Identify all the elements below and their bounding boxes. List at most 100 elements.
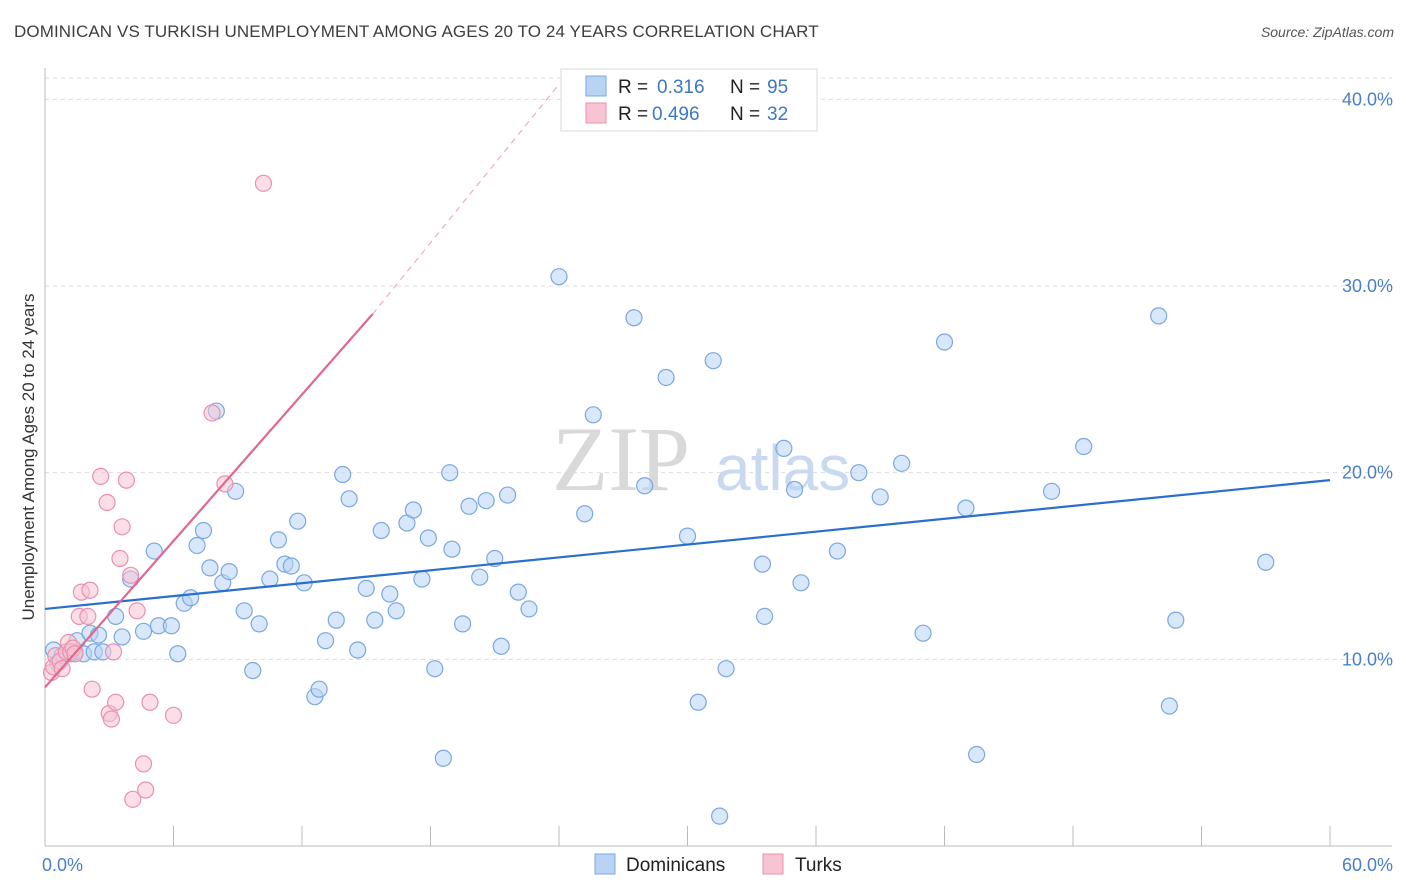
turks-point	[107, 693, 125, 711]
trend-line-dominicans	[44, 479, 1331, 611]
dominicans-point	[162, 617, 180, 635]
legend-box: R = 0.316 N = 95 R = 0.496 N = 32	[560, 68, 818, 132]
x-tick-label: 0.0%	[42, 855, 83, 875]
dominicans-point	[625, 309, 643, 327]
dominicans-point	[850, 464, 868, 482]
dominicans-point	[828, 542, 847, 560]
axes	[44, 68, 1392, 847]
dominicans-point	[1160, 697, 1178, 715]
turks-point	[141, 693, 159, 711]
y-tick-label: 30.0%	[1342, 276, 1393, 296]
turks-point	[113, 518, 131, 536]
dominicans-point	[134, 622, 153, 640]
dominicans-point	[381, 585, 399, 603]
dominicans-point	[1042, 482, 1061, 500]
dominicans-point	[509, 583, 527, 601]
dominicans-point	[1257, 553, 1275, 571]
dominicans-point	[357, 579, 375, 598]
dominicans-point	[711, 807, 729, 825]
dominicans-point	[289, 512, 307, 530]
dominicans-point	[441, 464, 459, 482]
dominicans-point	[250, 615, 268, 633]
dominicans-point	[349, 641, 367, 659]
dominicans-point	[387, 602, 405, 620]
turks-point	[83, 680, 101, 698]
y-tick-labels: 10.0% 20.0% 30.0% 40.0%	[1342, 89, 1393, 669]
turks-point	[203, 404, 221, 422]
dominicans-point	[499, 486, 517, 504]
dominicans-point	[792, 574, 810, 592]
dominicans-point	[755, 607, 774, 626]
source-label: Source: ZipAtlas.com	[1260, 24, 1394, 40]
legend-r-value-dominicans: 0.316	[657, 77, 705, 98]
dominicans-point	[201, 559, 219, 577]
dominicans-point	[893, 454, 911, 472]
dominicans-point	[785, 480, 804, 499]
dominicans-point	[753, 555, 772, 573]
legend-r-value-turks: 0.496	[652, 104, 700, 125]
dominicans-point	[636, 477, 654, 495]
bottom-legend: Dominicans Turks	[594, 853, 842, 876]
dominicans-point	[282, 557, 300, 575]
dominicans-point	[775, 439, 793, 457]
dominicans-point	[550, 268, 568, 286]
legend-r-label-turks: R =	[618, 104, 648, 125]
bottom-legend-swatch-dominicans	[594, 853, 616, 875]
turks-point	[98, 493, 116, 512]
turks-point	[254, 174, 273, 192]
legend-n-label-dominicans: N =	[730, 77, 760, 98]
dominicans-point	[419, 529, 437, 547]
turks-point	[92, 467, 110, 485]
dominicans-point	[235, 602, 253, 620]
dominicans-point	[454, 615, 472, 633]
trend-lines	[44, 84, 1331, 689]
turks-point	[79, 607, 97, 626]
turks-point	[117, 471, 135, 489]
bottom-legend-swatch-turks	[762, 853, 784, 875]
dominicans-point	[340, 490, 358, 508]
dominicans-point	[914, 624, 932, 642]
turks-point	[164, 706, 183, 724]
dominicans-point	[372, 521, 390, 540]
turks-point	[137, 781, 155, 799]
dominicans-point	[89, 626, 108, 644]
legend-n-value-turks: 32	[767, 104, 788, 125]
chart-title: DOMINICAN VS TURKISH UNEMPLOYMENT AMONG …	[14, 22, 819, 41]
dominicans-point	[413, 570, 431, 588]
dominicans-point	[310, 680, 328, 698]
dominicans-point	[334, 465, 352, 484]
watermark-zip: ZIP	[552, 408, 690, 510]
x-tick-label: 60.0%	[1342, 855, 1393, 875]
dominicans-point	[188, 536, 206, 555]
dominicans-point	[426, 660, 444, 678]
dominicans-point	[520, 600, 538, 618]
y-tick-label: 10.0%	[1342, 649, 1393, 669]
trend-line-turks-extension	[372, 84, 560, 315]
bottom-legend-label-dominicans: Dominicans	[626, 855, 725, 876]
dominicans-point	[1150, 307, 1168, 325]
dominicans-point	[460, 497, 478, 515]
dominicans-point	[1167, 611, 1185, 629]
trend-line-turks	[44, 313, 374, 689]
dominicans-point	[657, 368, 675, 387]
dominicans-point	[968, 745, 986, 764]
legend-swatch-dominicans	[585, 75, 607, 97]
dominicans-point	[704, 352, 722, 370]
turks-point	[102, 710, 120, 728]
turks-point	[128, 602, 146, 620]
legend-n-label-turks: N =	[730, 104, 760, 125]
dominicans-point	[717, 660, 735, 678]
dominicans-point	[576, 505, 594, 523]
turks-point	[134, 755, 153, 773]
dominicans-point	[584, 406, 602, 424]
dominicans-point	[269, 531, 288, 549]
dominicans-point	[316, 632, 335, 650]
dominicans-point	[1075, 437, 1093, 456]
dominicans-point	[220, 562, 238, 581]
turks-point	[104, 643, 123, 661]
y-axis-label: Unemployment Among Ages 20 to 24 years	[19, 294, 38, 621]
y-tick-label: 40.0%	[1342, 89, 1393, 109]
dominicans-point	[261, 570, 279, 588]
dominicans-point	[145, 542, 163, 560]
